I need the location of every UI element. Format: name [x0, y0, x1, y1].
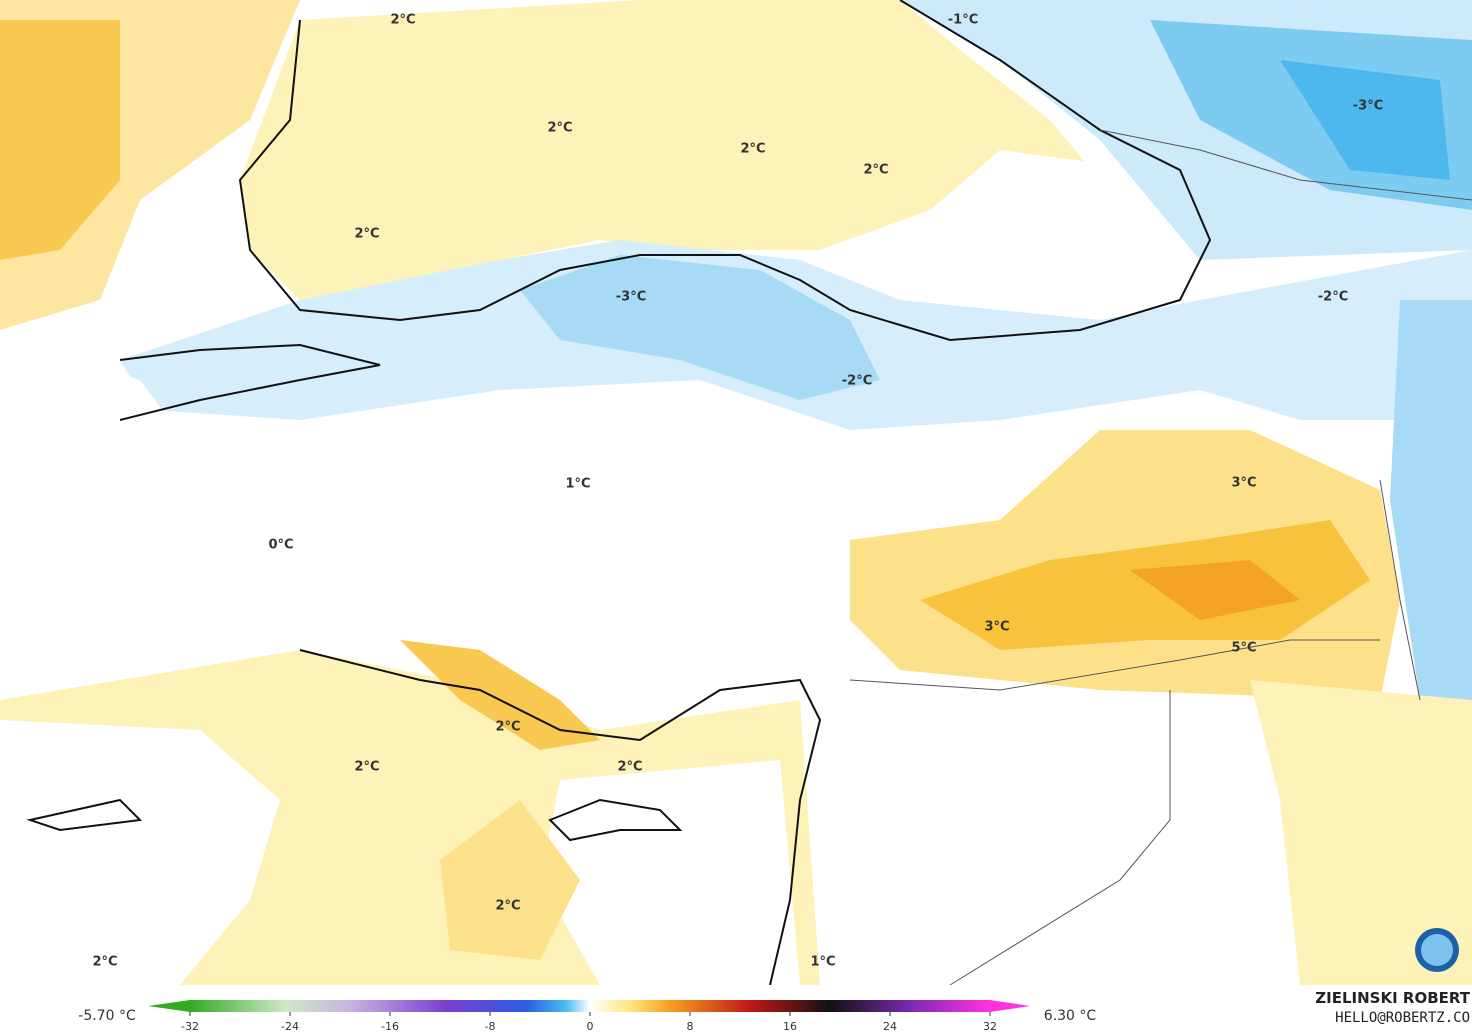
- credit-author: ZIELINSKI ROBERT: [1315, 989, 1470, 1007]
- colorbar-min: -5.70 °C: [78, 1008, 136, 1024]
- contour-label: 5°C: [1231, 641, 1256, 656]
- contour-label: 2°C: [495, 899, 520, 914]
- contour-label: 1°C: [810, 955, 835, 970]
- colorbar-max: 6.30 °C: [1044, 1008, 1097, 1024]
- contour-label: 2°C: [390, 13, 415, 28]
- colorbar-tick-label: -16: [381, 1020, 399, 1033]
- contour-label: 2°C: [547, 121, 572, 136]
- map-fill: [0, 0, 1472, 985]
- contour-label: -3°C: [1353, 99, 1383, 114]
- contour-label: 2°C: [354, 227, 379, 242]
- colorbar: [190, 1000, 990, 1012]
- contour-label: 2°C: [354, 760, 379, 775]
- contour-label: 2°C: [740, 142, 765, 157]
- colorbar-tick-label: -8: [485, 1020, 496, 1033]
- colorbar-tick-label: -24: [281, 1020, 299, 1033]
- colorbar-tick-label: 16: [783, 1020, 797, 1033]
- contour-label: 2°C: [863, 163, 888, 178]
- contour-label: -3°C: [616, 290, 646, 305]
- contour-label: 3°C: [1231, 476, 1256, 491]
- noaa-logo: [1415, 928, 1459, 972]
- colorbar-low-arrow: [148, 1000, 190, 1012]
- coastlines: [26, 0, 1212, 986]
- colorbar-tick-label: -32: [181, 1020, 199, 1033]
- contour-label: -1°C: [948, 13, 978, 28]
- contour-labels: 2°C -1°C 2°C 2°C 2°C -3°C 2°C -3°C -2°C -2°C 1°C 3°…: [92, 13, 1383, 970]
- contour-label: -2°C: [1318, 290, 1348, 305]
- contour-label: -2°C: [842, 374, 872, 389]
- colorbar-tick-label: 32: [983, 1020, 997, 1033]
- borders: [849, 129, 1472, 986]
- credit-email: HELLO@ROBERTZ.CO: [1335, 1010, 1470, 1026]
- contour-label: 2°C: [617, 760, 642, 775]
- contour-label: 2°C: [92, 955, 117, 970]
- contour-label: 3°C: [984, 620, 1009, 635]
- colorbar-tick-label: 8: [687, 1020, 694, 1033]
- colorbar-high-arrow: [990, 1000, 1030, 1012]
- colorbar-tick-label: 0: [587, 1020, 594, 1033]
- contour-label: 1°C: [565, 477, 590, 492]
- colorbar-tick-label: 24: [883, 1020, 897, 1033]
- contour-label: 0°C: [268, 538, 293, 553]
- colorbar-ticks: -32 -24 -16 -8 0 8 16 24 32: [181, 1012, 997, 1033]
- contour-label: 2°C: [495, 720, 520, 735]
